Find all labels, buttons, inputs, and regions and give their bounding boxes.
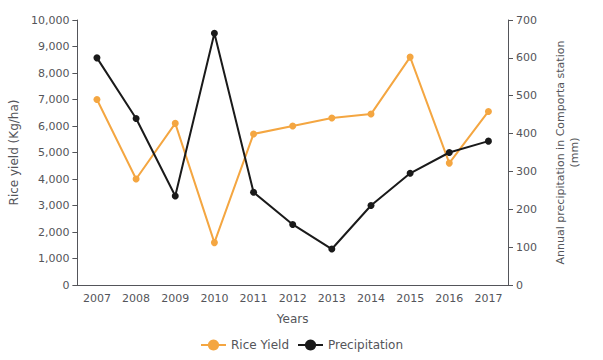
svg-text:6,000: 6,000: [38, 120, 70, 133]
svg-text:700: 700: [516, 14, 537, 27]
svg-text:Years: Years: [276, 312, 309, 326]
svg-text:2008: 2008: [122, 292, 150, 305]
svg-text:2017: 2017: [474, 292, 502, 305]
svg-text:2009: 2009: [161, 292, 189, 305]
svg-text:Rice yield (Kg/ha): Rice yield (Kg/ha): [7, 100, 21, 206]
svg-text:2013: 2013: [318, 292, 346, 305]
svg-text:1,000: 1,000: [38, 252, 70, 265]
svg-text:0: 0: [516, 279, 523, 292]
svg-text:2007: 2007: [83, 292, 111, 305]
svg-text:0: 0: [62, 279, 69, 292]
svg-text:400: 400: [516, 127, 537, 140]
svg-text:(mm): (mm): [568, 137, 581, 167]
svg-text:9,000: 9,000: [38, 40, 70, 53]
svg-text:Precipitation: Precipitation: [328, 338, 403, 352]
svg-text:3,000: 3,000: [38, 199, 70, 212]
svg-text:2010: 2010: [200, 292, 228, 305]
svg-text:2011: 2011: [240, 292, 268, 305]
svg-text:4,000: 4,000: [38, 173, 70, 186]
svg-text:Rice Yield: Rice Yield: [231, 338, 289, 352]
svg-text:10,000: 10,000: [31, 14, 70, 27]
svg-text:2,000: 2,000: [38, 226, 70, 239]
svg-text:300: 300: [516, 165, 537, 178]
svg-text:5,000: 5,000: [38, 146, 70, 159]
svg-text:2015: 2015: [396, 292, 424, 305]
svg-text:2016: 2016: [435, 292, 463, 305]
svg-text:600: 600: [516, 51, 537, 64]
svg-text:8,000: 8,000: [38, 67, 70, 80]
svg-text:500: 500: [516, 89, 537, 102]
svg-text:Annual precipitation in Compor: Annual precipitation in Comporta station: [554, 41, 567, 265]
svg-text:7,000: 7,000: [38, 93, 70, 106]
svg-text:2014: 2014: [357, 292, 385, 305]
svg-text:2012: 2012: [279, 292, 307, 305]
svg-text:200: 200: [516, 203, 537, 216]
svg-text:100: 100: [516, 241, 537, 254]
